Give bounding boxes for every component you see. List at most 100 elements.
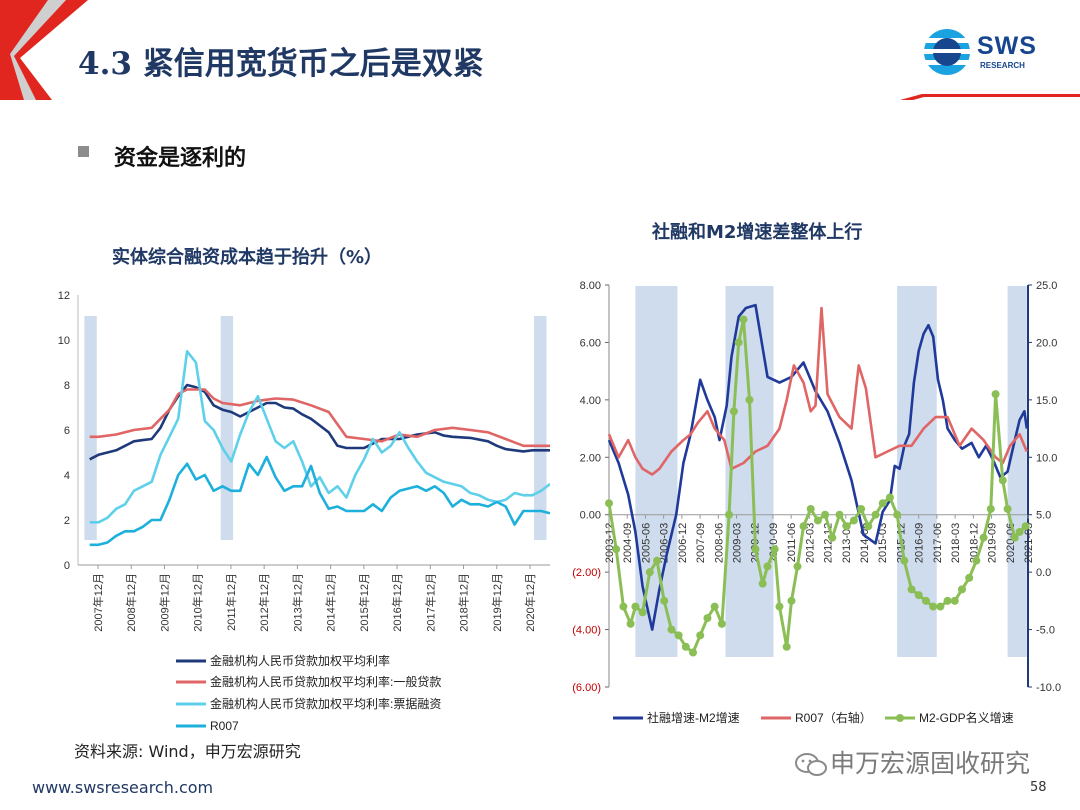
series-point — [885, 493, 894, 502]
series-point — [619, 602, 628, 611]
series-point — [638, 608, 647, 617]
x-tick-label: 2010-09 — [768, 523, 780, 563]
series-point — [1015, 527, 1024, 536]
series-point — [626, 619, 635, 628]
series-point — [914, 591, 923, 600]
series-point — [943, 596, 952, 605]
right-chart-title: 社融和M2增速差整体上行 — [652, 222, 863, 243]
x-tick-label: 2013年12月 — [290, 573, 304, 632]
legend-label: R007 — [210, 719, 239, 733]
source-note: 资料来源: Wind，申万宏源研究 — [74, 742, 301, 761]
y-tick-label: 12 — [58, 290, 70, 302]
series-point — [631, 602, 640, 611]
x-tick-label: 2016年12月 — [390, 573, 404, 632]
series-line-1 — [607, 306, 1028, 476]
x-tick-label: 2014年12月 — [324, 573, 338, 632]
x-tick-label: 2013-09 — [841, 523, 853, 563]
x-tick-label: 2020年12月 — [523, 573, 537, 632]
logo-subtext: RESEARCH — [980, 61, 1025, 70]
series-point — [1010, 533, 1019, 542]
x-tick-label: 2012-03 — [804, 523, 816, 563]
x-tick-label: 2009-03 — [732, 523, 744, 563]
series-point — [660, 596, 669, 605]
series-point — [972, 556, 981, 565]
y-tick-label: 0.00 — [580, 510, 601, 522]
x-tick-label: 2015年12月 — [357, 573, 371, 632]
series-point — [653, 556, 662, 565]
header-red-wedge-inner — [0, 0, 48, 100]
x-tick-label: 2019年12月 — [490, 573, 504, 632]
series-point — [936, 602, 945, 611]
left-chart-title: 实体综合融资成本趋于抬升（%） — [112, 247, 383, 268]
shaded-period-0 — [84, 316, 97, 540]
y-tick-label: 6 — [64, 425, 70, 437]
y-tick-label: (6.00) — [572, 682, 601, 694]
sws-logo: SWS RESEARCH — [922, 27, 1062, 77]
series-point — [782, 642, 791, 651]
series-point — [986, 504, 995, 513]
x-tick-label: 2015-03 — [877, 523, 889, 563]
y2-tick-label: 10.0 — [1036, 452, 1057, 464]
footer-url[interactable]: www.swsresearch.com — [32, 778, 214, 797]
right-chart: (6.00) (4.00) (2.00) 0.00 2.00 4.00 6.00 8.00 -1… — [572, 280, 1061, 725]
x-tick-label: 2012年12月 — [257, 573, 271, 632]
y2-tick-label: -10.0 — [1036, 682, 1061, 694]
x-tick-label: 2020-06 — [1005, 523, 1017, 563]
x-tick-label: 2018年12月 — [457, 573, 471, 632]
series-line-2 — [89, 350, 550, 524]
series-point — [717, 619, 726, 628]
x-tick-label: 2008年12月 — [124, 573, 138, 632]
bullet-text: 资金是逐利的 — [114, 146, 247, 171]
series-point — [835, 510, 844, 519]
watermark-label: 申万宏源固收研究 — [830, 749, 1031, 778]
y-tick-label: 4 — [64, 470, 70, 482]
shaded-period-1 — [725, 286, 774, 657]
logo-text: SWS — [977, 32, 1037, 60]
series-point — [842, 522, 851, 531]
series-point — [739, 315, 748, 324]
series-point — [929, 602, 938, 611]
x-tick-label: 2008-06 — [713, 523, 725, 563]
series-point — [965, 573, 974, 582]
series-point — [878, 499, 887, 508]
series-point — [787, 596, 796, 605]
series-point — [857, 504, 866, 513]
series-point — [758, 579, 767, 588]
x-tick-label: 2007年12月 — [91, 573, 105, 632]
series-point — [979, 533, 988, 542]
series-point — [921, 596, 930, 605]
x-tick-label: 2021-03 — [1023, 523, 1035, 563]
series-point — [645, 568, 654, 577]
series-point — [957, 585, 966, 594]
series-point — [828, 533, 837, 542]
header-underline — [52, 94, 1080, 100]
series-point — [871, 510, 880, 519]
series-point — [729, 407, 738, 416]
shaded-period-2 — [534, 316, 547, 540]
series-point — [710, 602, 719, 611]
series-point — [893, 510, 902, 519]
x-tick-label: 2006-12 — [677, 523, 689, 563]
series-line-1 — [89, 388, 550, 448]
left-chart: 0 2 4 6 8 10 12 2007年12月 2008年12月 2009年12月 2010年12… — [58, 290, 550, 733]
x-tick-label: 2017-06 — [932, 523, 944, 563]
series-point — [751, 545, 760, 554]
series-point — [703, 614, 712, 623]
series-point — [763, 562, 772, 571]
y2-tick-label: 15.0 — [1036, 395, 1057, 407]
series-point — [696, 631, 705, 640]
series-point — [775, 602, 784, 611]
slide-title: 4.3 紧信用宽货币之后是双紧 — [78, 46, 484, 82]
x-tick-label: 2004-09 — [622, 523, 634, 563]
series-line-0 — [89, 383, 550, 461]
series-point — [821, 510, 830, 519]
shaded-period-1 — [220, 316, 234, 540]
series-point — [806, 504, 815, 513]
series-point — [1021, 522, 1030, 531]
series-point — [667, 625, 676, 634]
y-tick-label: 8 — [64, 380, 70, 392]
series-point — [725, 510, 734, 519]
x-tick-label: 2007-09 — [695, 523, 707, 563]
y2-tick-label: 25.0 — [1036, 280, 1057, 292]
legend-marker — [896, 714, 904, 722]
